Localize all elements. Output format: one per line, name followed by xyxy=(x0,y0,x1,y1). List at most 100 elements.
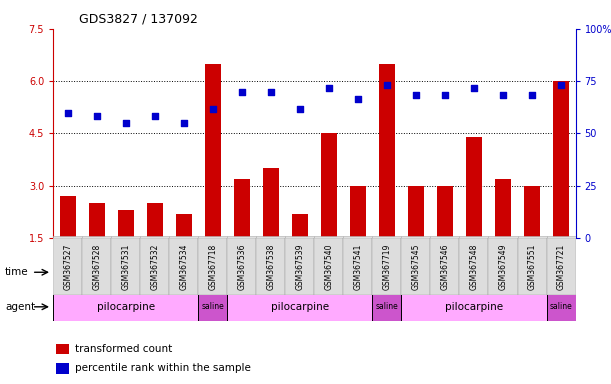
Text: GSM367532: GSM367532 xyxy=(150,243,159,290)
Bar xyxy=(169,236,198,288)
Text: pilocarpine: pilocarpine xyxy=(445,302,503,312)
Point xyxy=(237,88,247,94)
Point xyxy=(411,92,421,98)
Bar xyxy=(401,236,430,288)
Bar xyxy=(227,258,401,286)
Bar xyxy=(401,293,546,321)
Bar xyxy=(314,236,343,288)
Point xyxy=(208,106,218,112)
Point xyxy=(179,120,189,126)
Bar xyxy=(56,363,69,374)
Bar xyxy=(147,203,163,238)
Point xyxy=(556,81,566,88)
Bar xyxy=(466,137,482,238)
Bar xyxy=(256,236,285,288)
Bar xyxy=(53,258,227,286)
Bar xyxy=(205,64,221,238)
Bar xyxy=(285,238,314,295)
Bar xyxy=(401,258,576,286)
Text: GSM367527: GSM367527 xyxy=(63,243,72,290)
Text: GDS3827 / 137092: GDS3827 / 137092 xyxy=(79,12,199,25)
Point xyxy=(440,92,450,98)
Bar xyxy=(292,214,308,238)
Bar xyxy=(53,238,82,295)
Bar xyxy=(53,293,198,321)
Point xyxy=(469,85,479,91)
Point xyxy=(121,120,131,126)
Bar xyxy=(495,179,511,238)
Bar xyxy=(518,238,546,295)
Text: GSM367531: GSM367531 xyxy=(121,243,130,290)
Bar xyxy=(140,238,169,295)
Bar xyxy=(176,214,192,238)
Bar xyxy=(227,238,256,295)
Text: GSM367549: GSM367549 xyxy=(499,243,508,290)
Bar xyxy=(379,64,395,238)
Text: GSM367721: GSM367721 xyxy=(557,243,566,290)
Bar xyxy=(518,236,546,288)
Point xyxy=(353,96,363,102)
Text: GSM367718: GSM367718 xyxy=(208,243,218,290)
Text: agent: agent xyxy=(5,302,35,312)
Bar xyxy=(350,186,366,238)
Bar xyxy=(198,238,227,295)
Text: 3 days post-SE: 3 days post-SE xyxy=(101,267,179,277)
Text: percentile rank within the sample: percentile rank within the sample xyxy=(75,363,251,373)
Bar xyxy=(546,238,576,295)
Point xyxy=(324,85,334,91)
Text: GSM367545: GSM367545 xyxy=(411,243,420,290)
Point xyxy=(382,81,392,88)
Bar xyxy=(373,238,401,295)
Bar xyxy=(321,133,337,238)
Bar xyxy=(489,238,518,295)
Point xyxy=(295,106,305,112)
Bar xyxy=(198,236,227,288)
Text: immediate: immediate xyxy=(461,267,516,277)
Bar xyxy=(408,186,424,238)
Bar xyxy=(56,344,69,354)
Bar xyxy=(169,238,198,295)
Bar xyxy=(430,238,459,295)
Bar xyxy=(373,293,401,321)
Bar xyxy=(459,236,489,288)
Bar xyxy=(314,238,343,295)
Point xyxy=(92,113,101,119)
Bar xyxy=(234,179,250,238)
Bar xyxy=(198,293,227,321)
Point xyxy=(266,88,276,94)
Text: GSM367548: GSM367548 xyxy=(469,243,478,290)
Text: GSM367539: GSM367539 xyxy=(295,243,304,290)
Bar xyxy=(459,238,489,295)
Bar xyxy=(60,196,76,238)
Point xyxy=(527,92,537,98)
Text: GSM367538: GSM367538 xyxy=(266,243,276,290)
Text: GSM367540: GSM367540 xyxy=(324,243,334,290)
Text: pilocarpine: pilocarpine xyxy=(271,302,329,312)
Bar xyxy=(285,236,314,288)
Bar xyxy=(256,238,285,295)
Text: transformed count: transformed count xyxy=(75,344,172,354)
Bar xyxy=(118,210,134,238)
Bar xyxy=(489,236,518,288)
Bar xyxy=(437,186,453,238)
Bar xyxy=(546,293,576,321)
Text: GSM367551: GSM367551 xyxy=(527,243,536,290)
Bar xyxy=(111,236,141,288)
Bar xyxy=(227,236,256,288)
Bar xyxy=(227,293,373,321)
Point xyxy=(498,92,508,98)
Bar xyxy=(82,238,111,295)
Bar xyxy=(140,236,169,288)
Bar xyxy=(343,236,372,288)
Bar xyxy=(553,81,569,238)
Text: saline: saline xyxy=(202,302,224,311)
Bar xyxy=(401,238,430,295)
Bar xyxy=(111,238,141,295)
Point xyxy=(63,109,73,116)
Bar xyxy=(82,236,111,288)
Text: GSM367546: GSM367546 xyxy=(441,243,450,290)
Bar xyxy=(546,236,576,288)
Bar xyxy=(343,238,372,295)
Bar xyxy=(430,236,459,288)
Text: GSM367528: GSM367528 xyxy=(92,243,101,290)
